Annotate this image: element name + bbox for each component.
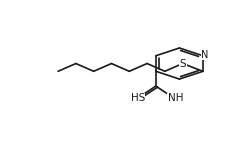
Text: S: S (179, 58, 186, 69)
Text: N: N (201, 50, 208, 60)
Text: NH: NH (168, 93, 183, 103)
Text: HS: HS (130, 93, 145, 103)
